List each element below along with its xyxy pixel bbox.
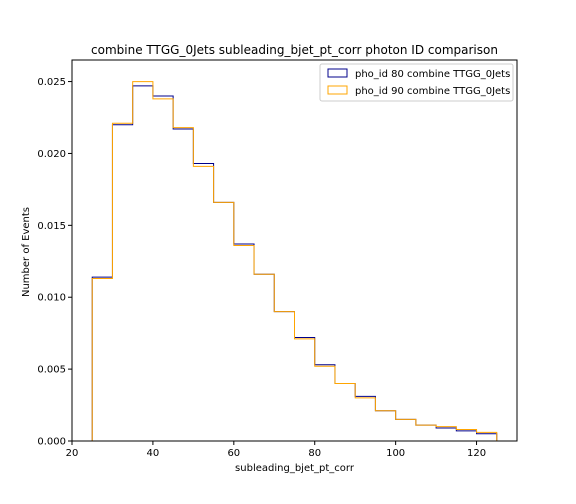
x-tick-label: 40 <box>147 448 160 459</box>
y-tick-label: 0.010 <box>37 293 66 304</box>
legend-swatch-pho-id-80 <box>327 68 348 78</box>
y-tick-label: 0.005 <box>37 365 66 376</box>
x-tick-label: 120 <box>467 448 486 459</box>
x-tick-label: 20 <box>66 448 79 459</box>
x-tick-label: 60 <box>227 448 240 459</box>
y-tick-label: 0.020 <box>37 149 66 160</box>
legend-label-pho-id-80: pho_id 80 combine TTGG_0Jets <box>355 69 510 80</box>
x-axis-label: subleading_bjet_pt_corr <box>235 463 355 474</box>
axes: 20 40 60 80 100 120 0.000 0.005 0.010 0.015 0.020 0… <box>37 59 518 459</box>
axes-frame <box>71 59 518 442</box>
plot-area <box>91 81 498 441</box>
legend: pho_id 80 combine TTGG_0Jets pho_id 90 c… <box>319 63 514 102</box>
legend-swatch-pho-id-90 <box>327 85 348 95</box>
x-tick-label: 100 <box>386 448 405 459</box>
y-tick-label: 0.025 <box>37 77 66 88</box>
y-axis-label: Number of Events <box>21 207 32 297</box>
legend-label-pho-id-90: pho_id 90 combine TTGG_0Jets <box>355 86 510 97</box>
series-line-pho-id-90 <box>91 81 498 441</box>
x-tick-label: 80 <box>308 448 321 459</box>
y-tick-label: 0.015 <box>37 221 66 232</box>
chart-title: combine TTGG_0Jets subleading_bjet_pt_co… <box>91 43 498 57</box>
legend-frame <box>319 63 514 102</box>
y-tick-label: 0.000 <box>37 437 66 448</box>
